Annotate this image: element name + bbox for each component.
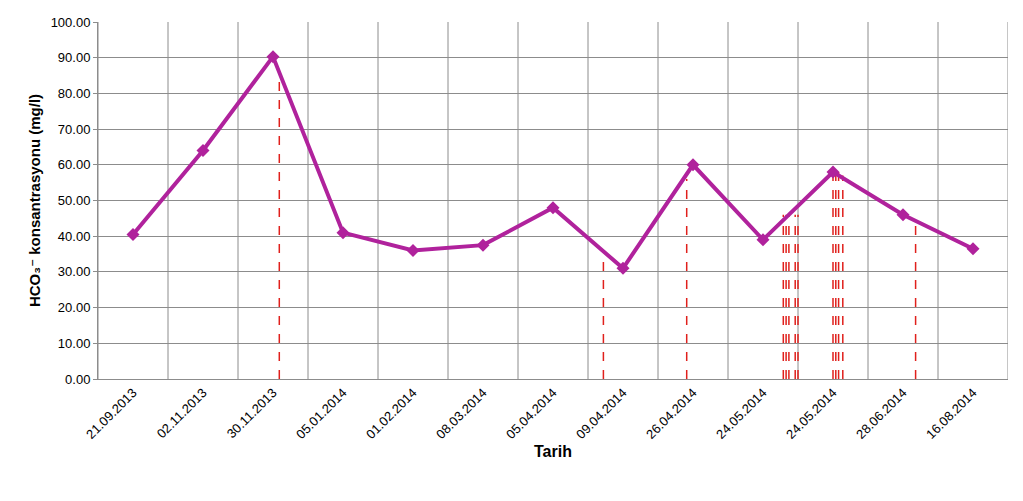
svg-text:21.09.2013: 21.09.2013 — [83, 385, 140, 442]
svg-text:70.00: 70.00 — [58, 122, 91, 137]
svg-text:20.00: 20.00 — [58, 300, 91, 315]
svg-text:24.05.2014: 24.05.2014 — [783, 385, 840, 442]
svg-text:02.11.2013: 02.11.2013 — [154, 385, 210, 441]
svg-text:50.00: 50.00 — [58, 193, 91, 208]
svg-text:0.00: 0.00 — [65, 372, 90, 387]
svg-text:30.11.2013: 30.11.2013 — [224, 385, 280, 441]
svg-text:05.04.2014: 05.04.2014 — [503, 385, 560, 442]
svg-text:28.06.2014: 28.06.2014 — [853, 385, 910, 442]
svg-text:24.05.2014: 24.05.2014 — [713, 385, 770, 442]
svg-text:100.00: 100.00 — [51, 15, 91, 30]
svg-text:90.00: 90.00 — [58, 50, 91, 65]
svg-text:09.04.2014: 09.04.2014 — [573, 385, 630, 442]
svg-text:60.00: 60.00 — [58, 157, 91, 172]
svg-text:30.00: 30.00 — [58, 264, 91, 279]
svg-text:Tarih: Tarih — [534, 443, 572, 460]
svg-text:10.00: 10.00 — [58, 336, 91, 351]
svg-text:80.00: 80.00 — [58, 86, 91, 101]
svg-text:16.08.2014: 16.08.2014 — [923, 385, 980, 442]
svg-text:HCO₃⁻ konsantrasyonu (mg/l): HCO₃⁻ konsantrasyonu (mg/l) — [26, 94, 43, 307]
svg-text:40.00: 40.00 — [58, 229, 91, 244]
svg-text:08.03.2014: 08.03.2014 — [433, 385, 490, 442]
svg-text:05.01.2014: 05.01.2014 — [293, 385, 350, 442]
svg-text:26.04.2014: 26.04.2014 — [643, 385, 700, 442]
svg-text:01.02.2014: 01.02.2014 — [363, 385, 420, 442]
